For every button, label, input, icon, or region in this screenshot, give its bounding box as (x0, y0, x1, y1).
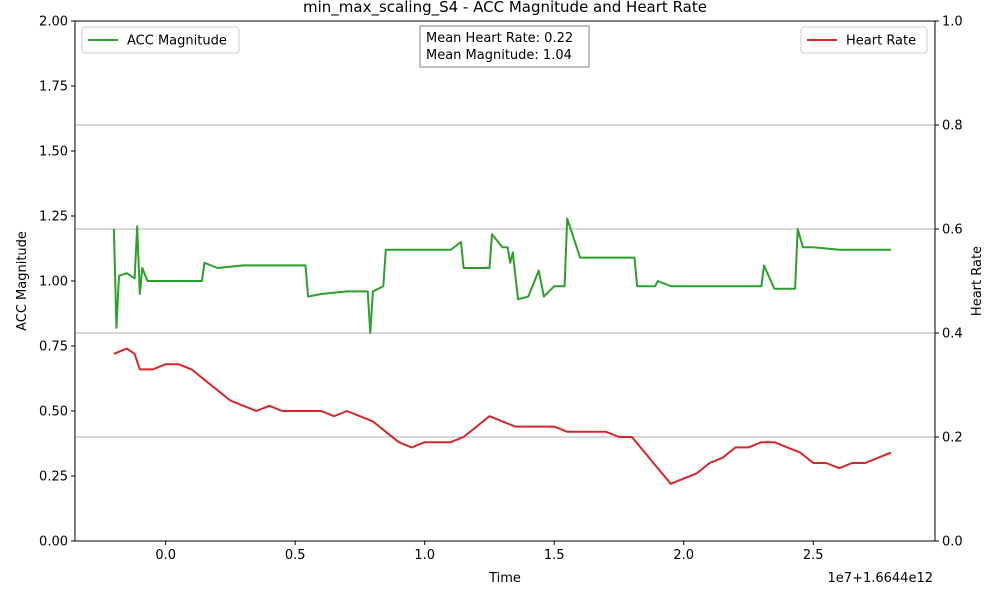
y-left-tick-label: 0.50 (39, 405, 68, 420)
y-right-tick-label: 0.4 (942, 327, 963, 342)
legend-left-box (81, 26, 240, 54)
y-axis-left-label: ACC Magnitude (15, 231, 30, 331)
y-axis-left-ticks: 0.00 0.25 0.50 0.75 1.00 1.25 1.50 1.75 2.00 (39, 15, 75, 550)
y-right-tick-label: 0.2 (942, 431, 963, 446)
y-left-tick-label: 1.25 (39, 210, 68, 225)
series-acc-magnitude-line (112, 217, 891, 334)
y-right-tick-label: 1.0 (942, 15, 963, 30)
chart-title: min_max_scaling_S4 - ACC Magnitude and H… (303, 0, 707, 17)
y-left-tick-label: 0.25 (39, 470, 68, 485)
y-right-tick-label: 0.0 (942, 535, 963, 550)
legend-right: Heart Rate (800, 26, 928, 54)
x-tick-label: 1.5 (544, 548, 565, 563)
y-axis-right-ticks: 0.0 0.2 0.4 0.6 0.8 1.0 (935, 15, 963, 550)
y-left-tick-label: 1.50 (39, 145, 68, 160)
series-layer (112, 217, 892, 485)
x-axis-ticks: 0.0 0.5 1.0 1.5 2.0 2.5 (155, 541, 824, 563)
x-tick-label: 1.0 (414, 548, 435, 563)
legend-left: ACC Magnitude (81, 26, 240, 54)
x-offset-text: 1e7+1.6644e12 (828, 571, 933, 586)
x-tick-label: 0.0 (155, 548, 176, 563)
stats-mean-magnitude: Mean Magnitude: 1.04 (426, 48, 572, 63)
grid (75, 124, 935, 438)
y-right-tick-label: 0.6 (942, 223, 963, 238)
stats-box: Mean Heart Rate: 0.22 Mean Magnitude: 1.… (419, 25, 590, 68)
stats-mean-heart-rate: Mean Heart Rate: 0.22 (426, 31, 573, 46)
y-left-tick-label: 0.75 (39, 340, 68, 355)
x-tick-label: 2.0 (673, 548, 694, 563)
legend-hr-label: Heart Rate (846, 34, 916, 49)
y-axis-right-label: Heart Rate (970, 246, 985, 316)
legend-right-box (800, 26, 928, 54)
y-left-tick-label: 2.00 (39, 15, 68, 30)
y-left-tick-label: 1.00 (39, 275, 68, 290)
y-left-tick-label: 1.75 (39, 80, 68, 95)
y-left-tick-label: 0.00 (39, 535, 68, 550)
series-heart-rate-line (113, 347, 892, 485)
legend-acc-label: ACC Magnitude (127, 34, 227, 49)
y-right-tick-label: 0.8 (942, 119, 963, 134)
x-axis-label: Time (488, 571, 521, 586)
stats-box-frame (419, 25, 590, 68)
x-tick-label: 0.5 (285, 548, 306, 563)
x-tick-label: 2.5 (803, 548, 824, 563)
